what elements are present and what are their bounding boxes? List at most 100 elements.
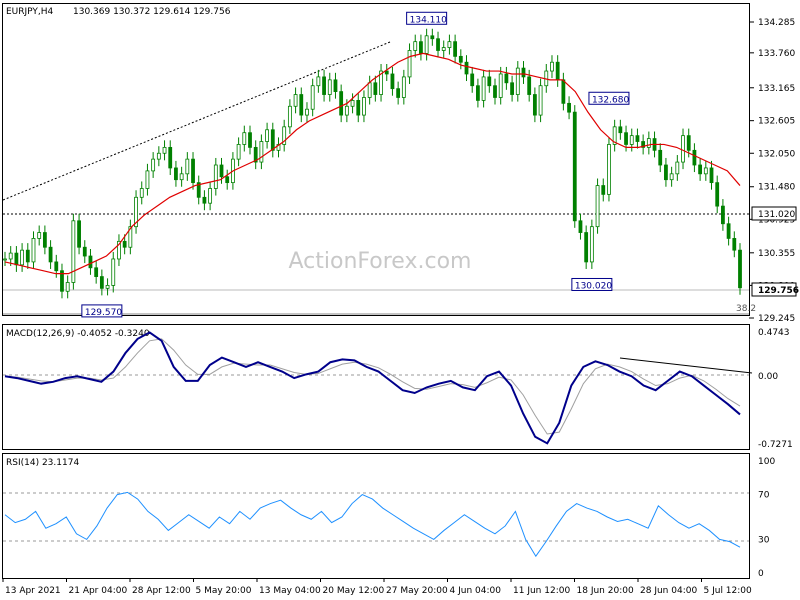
x-tick-label: 13 May 04:00 [259, 586, 321, 596]
price-candle [82, 246, 87, 257]
price-candle [202, 196, 207, 204]
price-candle [709, 167, 714, 184]
x-axis: 13 Apr 2021 21 Apr 04:00 28 Apr 12:00 5 May… [2, 578, 753, 596]
rsi-tick-label: 70 [758, 491, 770, 501]
price-candle [316, 76, 321, 87]
price-candle [424, 35, 429, 54]
price-candle [191, 158, 195, 184]
price-candle [686, 135, 691, 151]
price-candle [601, 185, 606, 195]
price-candle [94, 267, 99, 277]
macd-tick-label: -0.7271 [758, 440, 793, 450]
price-candle [37, 232, 42, 239]
price-candle [681, 135, 685, 163]
price-candle [208, 188, 213, 204]
price-annotation-box [406, 11, 448, 25]
price-candle [470, 73, 475, 87]
price-candle [60, 270, 64, 292]
x-tick-label: 4 Jun 04:00 [450, 586, 502, 596]
price-candle [607, 144, 611, 195]
price-candle [362, 97, 366, 116]
price-candle [213, 164, 218, 189]
price-candle [419, 41, 423, 54]
rsi-tick-label: 100 [758, 457, 775, 467]
macd-tick-label: 0.4743 [758, 328, 790, 338]
price-candle [413, 41, 418, 51]
price-annotation-box [81, 304, 123, 318]
price-candle [3, 258, 7, 261]
x-tick-label: 18 Jun 20:00 [577, 586, 634, 596]
price-candle [635, 135, 640, 142]
price-annotation-label: 134.110 [410, 15, 447, 25]
price-annotation-box [588, 91, 630, 105]
price-candle [407, 50, 412, 78]
price-candle [698, 164, 703, 175]
price-candle [282, 126, 287, 145]
price-panel-frame [2, 3, 750, 316]
price-candle [179, 173, 184, 181]
price-annotation-label: 129.570 [85, 308, 122, 318]
price-candle [333, 79, 338, 92]
price-candle [151, 158, 156, 172]
price-candle [447, 41, 452, 48]
price-candle [14, 252, 19, 266]
price-candle [344, 105, 349, 116]
price-candle [31, 238, 36, 263]
price-tick-label: 130.355 [758, 249, 795, 259]
price-candle [20, 249, 24, 266]
price-candle [88, 255, 93, 269]
x-tick-label: 5 Jul 12:00 [704, 586, 753, 596]
current-price-box [751, 282, 797, 297]
rsi-title: RSI(14) 23.1174 [6, 458, 79, 468]
price-candle [498, 73, 503, 98]
price-candle [664, 164, 668, 181]
price-candle [322, 76, 326, 95]
price-tick-label: 132.605 [758, 117, 795, 127]
rsi-tick-label: 30 [758, 535, 770, 545]
price-candle [453, 41, 458, 57]
price-candle [738, 249, 742, 289]
price-candle [276, 144, 281, 151]
price-candle [293, 94, 298, 107]
price-candle [162, 146, 167, 154]
price-candle [458, 55, 463, 63]
price-candle [669, 173, 674, 181]
current-price-label: 129.756 [758, 286, 799, 296]
price-candle [122, 240, 127, 248]
price-candle [658, 149, 663, 166]
price-candle [367, 82, 372, 98]
price-candle [692, 149, 697, 166]
price-candle [379, 70, 383, 95]
price-candle [721, 205, 725, 225]
ma-series-group [4, 52, 741, 275]
price-candle [117, 240, 121, 260]
price-candle [384, 70, 389, 75]
price-candle [703, 167, 708, 175]
macd-title: MACD(12,26,9) -0.4052 -0.3240 [6, 329, 150, 339]
price-candle [48, 246, 53, 263]
level-label-box [751, 206, 797, 221]
price-candle [641, 141, 646, 148]
price-candle [287, 105, 292, 128]
fib-label: 38.2 [736, 304, 756, 314]
price-candle [396, 88, 401, 98]
price-candle [430, 35, 435, 40]
price-header-ohlc: 130.369 130.372 129.614 129.756 [73, 7, 231, 17]
price-y-ticks: 134.285 133.760 133.165 132.605 132.050 131.4… [749, 18, 795, 324]
price-annotation-label: 130.020 [575, 281, 612, 291]
price-candle [145, 170, 150, 189]
price-candle [732, 238, 737, 251]
price-candle [595, 185, 600, 228]
macd-series-group [4, 331, 741, 445]
price-header-symbol: EURJPY,H4 [6, 7, 54, 17]
price-candle [253, 146, 258, 163]
x-tick-label: 20 May 12:00 [323, 586, 385, 596]
x-tick-label: 13 Apr 2021 [5, 586, 61, 596]
price-candle [339, 91, 344, 116]
x-tick-label: 21 Apr 04:00 [69, 586, 128, 596]
price-candle [305, 108, 309, 116]
price-candle [105, 285, 110, 289]
rsi-line [4, 491, 741, 558]
price-candle [42, 232, 47, 248]
price-candle [436, 38, 440, 51]
